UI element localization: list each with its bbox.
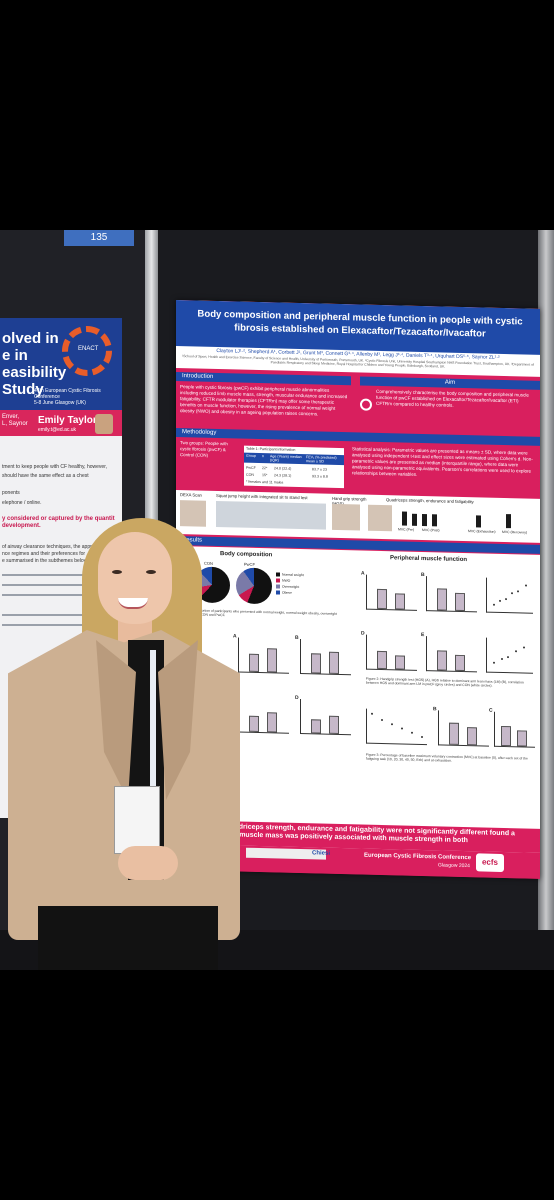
left-poster-title: olved in e in easibility Study xyxy=(2,330,67,398)
photo-scene: 135 olved in e in easibility Study ENACT… xyxy=(0,230,554,970)
left-poster-line xyxy=(2,574,120,576)
left-poster-line xyxy=(2,584,120,586)
left-poster-text-4: elephone / online. xyxy=(2,500,42,506)
enact-logo-icon xyxy=(62,326,112,376)
lanyard xyxy=(150,650,156,790)
left-poster-line xyxy=(2,614,120,616)
left-poster-authors: Enver, L, Saynor xyxy=(2,414,28,427)
face xyxy=(98,532,172,624)
smile xyxy=(118,598,148,609)
left-poster-presenter: Emily Taylor xyxy=(38,415,97,426)
eye xyxy=(146,570,156,574)
left-poster-conference: 47th European Cystic Fibrosis Conference… xyxy=(34,388,101,406)
eye xyxy=(112,570,122,574)
name-badge xyxy=(114,786,160,854)
left-poster-text-1: tment to keep people with CF healthy, ho… xyxy=(2,464,107,470)
left-poster-line xyxy=(2,594,120,596)
presenter-person xyxy=(0,230,554,970)
left-poster-email: emily.t@ed.ac.uk xyxy=(38,427,77,433)
left-poster-text-3: ponents xyxy=(2,490,20,496)
left-poster-highlight: y considered or captured by the quantit … xyxy=(2,516,115,529)
left-poster-text-5: of airway clearance techniques, the appr xyxy=(2,544,92,550)
enact-logo-text: ENACT xyxy=(78,346,99,352)
left-poster-line xyxy=(2,624,120,626)
board-number: 135 xyxy=(64,230,134,246)
presenter-photo xyxy=(95,414,113,434)
display-pole xyxy=(538,230,554,970)
black-skirt xyxy=(38,906,218,970)
left-poster-text-2: should have the same effect as a chest xyxy=(2,473,89,479)
left-poster-text-6: nce regimes and their preferences for xyxy=(2,551,86,557)
left-poster-text-7: e summarised in the subthemes below xyxy=(2,558,88,564)
clasped-hands xyxy=(118,846,178,880)
